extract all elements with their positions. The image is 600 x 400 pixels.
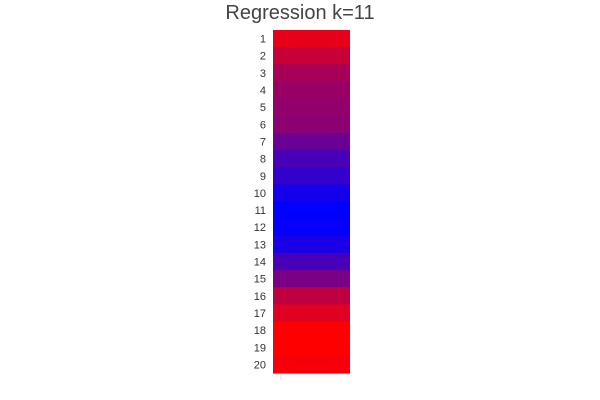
row-tick-label-18: 18 <box>254 325 266 337</box>
heatmap-cell-10 <box>273 184 350 203</box>
row-tick-label-7: 7 <box>260 136 266 148</box>
row-tick-label-8: 8 <box>260 154 266 166</box>
row-tick-label-9: 9 <box>260 171 266 183</box>
heatmap-cell-19 <box>273 338 350 357</box>
heatmap-cells <box>273 30 350 374</box>
heatmap-cell-11 <box>273 201 350 220</box>
heatmap-cell-13 <box>273 235 350 254</box>
row-tick-label-1: 1 <box>260 34 266 46</box>
heatmap-cell-12 <box>273 218 350 237</box>
row-tick-label-17: 17 <box>254 308 266 320</box>
row-tick-label-12: 12 <box>254 222 266 234</box>
heatmap-cell-1 <box>273 30 350 48</box>
row-tick-label-11: 11 <box>255 205 266 217</box>
heatmap-cell-8 <box>273 150 350 168</box>
heatmap-cell-17 <box>273 304 350 323</box>
row-tick-label-14: 14 <box>254 257 266 269</box>
row-tick-label-5: 5 <box>260 102 266 114</box>
heatmap-cell-3 <box>273 64 350 83</box>
heatmap-cell-18 <box>273 321 350 340</box>
row-tick-label-10: 10 <box>254 188 266 200</box>
row-tick-label-4: 4 <box>260 85 266 97</box>
heatmap-cell-5 <box>273 98 350 117</box>
row-tick-label-3: 3 <box>260 68 266 80</box>
row-tick-label-13: 13 <box>254 239 266 251</box>
heatmap-cell-16 <box>273 287 350 305</box>
row-tick-label-6: 6 <box>260 119 266 131</box>
heatmap-cell-15 <box>273 270 350 288</box>
heatmap-cell-7 <box>273 132 350 151</box>
row-tick-label-2: 2 <box>260 51 266 63</box>
heatmap-cell-4 <box>273 81 350 100</box>
heatmap-cell-14 <box>273 252 350 271</box>
row-tick-label-15: 15 <box>254 274 266 286</box>
heatmap-cell-20 <box>273 355 350 374</box>
row-tick-label-19: 19 <box>254 342 266 354</box>
heatmap-cell-6 <box>273 115 350 134</box>
row-tick-label-16: 16 <box>254 291 266 303</box>
chart-title: Regression k=11 <box>225 2 375 24</box>
heatmap-cell-9 <box>273 167 350 185</box>
heatmap-cell-2 <box>273 47 350 65</box>
row-tick-label-20: 20 <box>254 359 266 371</box>
